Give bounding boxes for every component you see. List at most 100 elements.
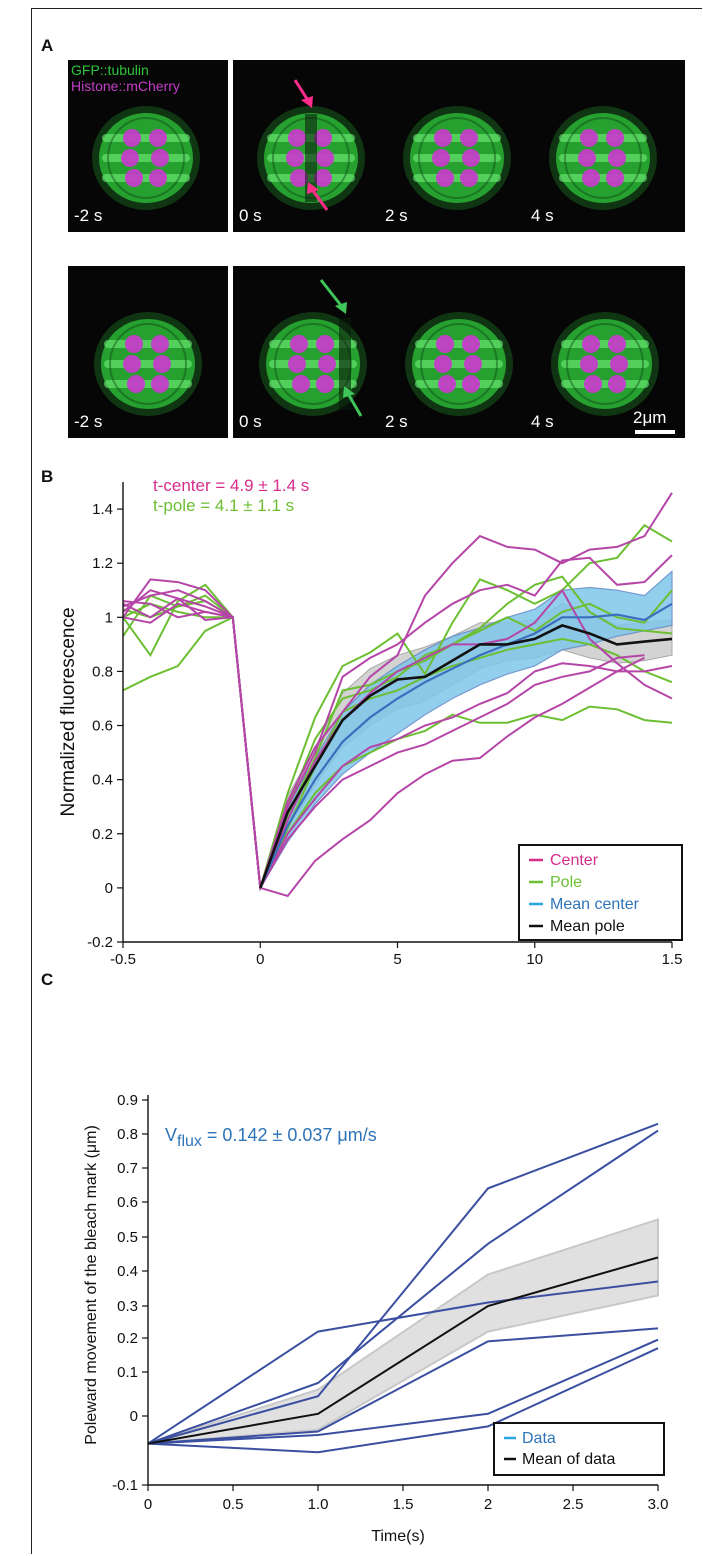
chromosome <box>151 335 169 353</box>
panel-b-chart: -0.200.20.40.60.811.21.4-0.505101.5Time(… <box>58 476 683 967</box>
microtubule-bundle <box>102 154 190 162</box>
chromosome <box>434 355 452 373</box>
chromosome <box>606 129 624 147</box>
x-axis-label: Time(s) <box>371 1528 425 1545</box>
y-tick-label: 0.7 <box>117 1160 138 1177</box>
y-axis-label: Normalized fluorescence <box>58 607 79 816</box>
frame-time-label: 2 s <box>385 206 408 225</box>
frame-time-label: 0 s <box>239 206 262 225</box>
chromosome <box>286 149 304 167</box>
chromosome <box>578 149 596 167</box>
spindle-edge <box>418 117 496 199</box>
chromosome <box>127 375 145 393</box>
chromosome <box>608 375 626 393</box>
panel-b-label: B <box>41 467 54 486</box>
chromosome <box>582 169 600 187</box>
panel-c-chart: -0.1 0 0.1 0.2 0.3 0.4 0.5 0.6 0.7 0.8 0.9 0 0.5 1.0 1… <box>83 1092 669 1545</box>
chromosome <box>151 375 169 393</box>
y-tick-label: -0.2 <box>87 934 113 951</box>
y-tick-label: 0.2 <box>92 826 113 843</box>
chromosome <box>582 335 600 353</box>
annotation-2: t-pole = 4.1 ± 1.1 s <box>153 496 294 515</box>
frame-time-label: 2 s <box>385 412 408 431</box>
chromosome <box>318 355 336 373</box>
chromosome <box>436 335 454 353</box>
y-tick-label: 0.9 <box>117 1092 138 1109</box>
y-tick-label: 0.8 <box>117 1126 138 1143</box>
chromosome <box>434 129 452 147</box>
microtubule-bundle <box>102 174 190 182</box>
microtubule-bundle <box>413 154 501 162</box>
chromosome <box>316 335 334 353</box>
y-tick-label: 0.8 <box>92 663 113 680</box>
x-tick-label: 2 <box>484 1496 492 1513</box>
chromosome <box>580 129 598 147</box>
chromosome <box>584 375 602 393</box>
data-series-1 <box>147 1122 659 1445</box>
chromosome <box>292 375 310 393</box>
legend-label: Center <box>550 852 599 869</box>
micrograph-image <box>92 106 200 210</box>
chromosome <box>314 169 332 187</box>
chromosome <box>290 335 308 353</box>
pole-series-1 <box>122 524 673 889</box>
mean-center-band <box>259 569 673 889</box>
chromosome <box>316 375 334 393</box>
micrograph-image <box>94 312 202 416</box>
microtubule-bundle <box>104 360 192 368</box>
arrow-head <box>343 386 355 398</box>
legend-label: Data <box>522 1430 556 1447</box>
legend-label: Mean pole <box>550 918 625 935</box>
micrograph-image <box>549 106 657 210</box>
microtubule-bundle <box>561 380 649 388</box>
spindle-edge <box>107 117 185 199</box>
chromosome <box>608 149 626 167</box>
chromosome <box>460 169 478 187</box>
x-tick-label: 5 <box>393 951 401 967</box>
data-series-2 <box>147 1129 659 1445</box>
chromosome <box>153 355 171 373</box>
micrograph-image <box>259 279 367 417</box>
chromosome <box>608 335 626 353</box>
x-tick-label: 1.5 <box>662 951 683 967</box>
legend-label: Mean center <box>550 896 640 913</box>
center-series-5 <box>122 589 645 892</box>
micrograph-r1-c1: -2 s GFP::tubulin Histone::mCherry <box>68 60 228 232</box>
scale-bar <box>635 430 675 434</box>
arrow-shaft <box>319 279 345 309</box>
y-tick-label: 1.2 <box>92 555 113 572</box>
spindle-edge <box>566 323 644 405</box>
micrograph-r1-c2: 0 s <box>233 60 393 232</box>
legend-box <box>493 1422 665 1476</box>
x-tick-label: 0.5 <box>223 1496 244 1513</box>
scale-bar-label: 2μm <box>633 408 667 427</box>
micrograph-r1-c3: 2 s <box>379 60 539 232</box>
arrow-shaft <box>345 391 363 417</box>
legend-label: Mean of data <box>522 1451 616 1468</box>
center-series-2 <box>122 554 673 889</box>
y-tick-label: 0 <box>105 880 113 897</box>
y-tick-label: 0.1 <box>117 1364 138 1381</box>
chromosome <box>432 149 450 167</box>
chromosome <box>149 169 167 187</box>
microtubule-bundle <box>104 380 192 388</box>
x-tick-label: -0.5 <box>110 951 136 967</box>
y-tick-label: 0 <box>130 1408 138 1425</box>
y-tick-label: 1 <box>105 609 113 626</box>
data-series-5 <box>147 1338 659 1445</box>
data-series-4 <box>147 1327 659 1445</box>
y-tick-label: 0.6 <box>117 1194 138 1211</box>
x-tick-label: 3.0 <box>648 1496 669 1513</box>
chromosome <box>462 375 480 393</box>
frame-time-label: 4 s <box>531 412 554 431</box>
chromosome <box>464 355 482 373</box>
chromosome <box>460 129 478 147</box>
micrograph-r1-c4: 4 s <box>525 60 685 232</box>
annotation-1: t-center = 4.9 ± 1.4 s <box>153 476 309 495</box>
channel-label-histone: Histone::mCherry <box>71 78 180 94</box>
chromosome <box>610 355 628 373</box>
frame-time-label: -2 s <box>74 206 103 225</box>
mean-pole-line <box>259 624 673 889</box>
chromosome <box>151 149 169 167</box>
frame-time-label: 0 s <box>239 412 262 431</box>
